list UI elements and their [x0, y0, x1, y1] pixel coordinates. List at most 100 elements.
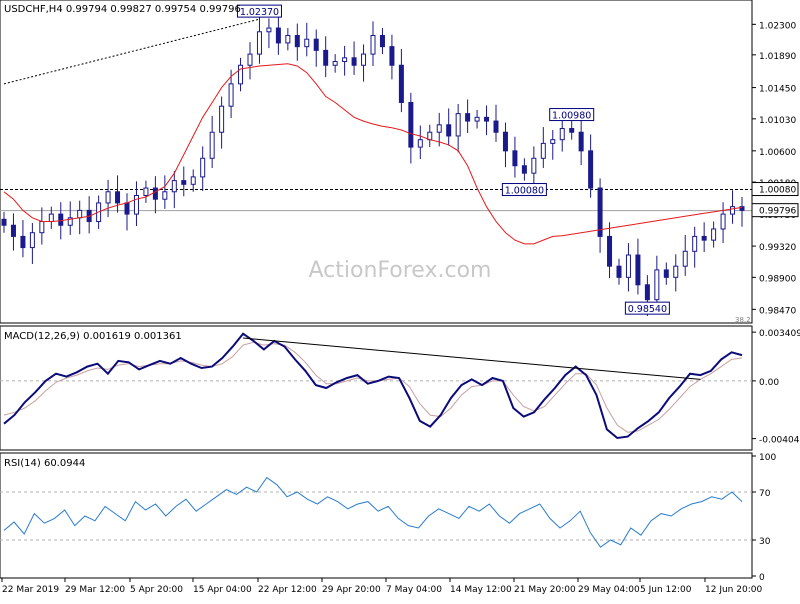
- macd-y-tick-label: 0.00: [759, 378, 779, 388]
- candle-body: [493, 120, 499, 133]
- candle-body: [77, 209, 83, 219]
- candle-body: [323, 49, 329, 66]
- candle-body: [597, 187, 603, 237]
- candle-body: [133, 194, 139, 215]
- annotation-label: 1.00080: [505, 186, 544, 197]
- macd-trend-line: [243, 337, 701, 380]
- candle-body: [1, 218, 7, 226]
- candle-body: [228, 83, 234, 107]
- rsi-y-tick-label: 0: [759, 573, 765, 583]
- candle-body: [20, 235, 26, 249]
- rsi-header: RSI(14) 60.0944: [4, 458, 85, 469]
- x-tick-label: 29 May 04:00: [578, 585, 640, 595]
- candle-body: [711, 228, 717, 241]
- annotation-box: [501, 183, 547, 197]
- price-y-tick-label: 0.98900: [759, 274, 796, 284]
- candle-body: [540, 142, 546, 159]
- candle-body: [209, 131, 215, 159]
- x-tick-label: 12 Jun 20:00: [705, 585, 762, 595]
- candle-body: [115, 191, 121, 204]
- candle-body: [436, 124, 442, 133]
- candle-body: [105, 191, 111, 204]
- candle-body: [739, 206, 745, 211]
- x-tick-label: 7 May 04:00: [386, 585, 442, 595]
- macd-signal-line: [3, 341, 743, 433]
- annotation-label: 0.98540: [628, 304, 667, 315]
- candle-body: [682, 250, 688, 267]
- candle-body: [294, 34, 300, 48]
- candle-body: [219, 105, 225, 133]
- candle-body: [256, 31, 262, 55]
- candle-body: [171, 180, 177, 193]
- macd-layer: 0.003409 0.00 -0.004043: [0, 329, 800, 446]
- candle-body: [408, 101, 414, 148]
- watermark: ActionForex.com: [309, 258, 492, 283]
- rsi-line: [3, 476, 743, 548]
- annotation-label: 1.00980: [552, 111, 591, 122]
- candle-body: [625, 254, 631, 278]
- x-tick-label: 5 Apr 20:00: [130, 585, 183, 595]
- rsi-y-tick-label: 100: [759, 453, 776, 463]
- candle-body: [247, 53, 253, 66]
- candle-body: [427, 131, 433, 141]
- rsi-panel: [0, 452, 753, 579]
- candle-body: [39, 221, 45, 234]
- macd-y-tick-label: -0.004043: [759, 436, 800, 446]
- candle-body: [616, 265, 622, 278]
- x-tick-label: 5 Jun 12:00: [640, 585, 692, 595]
- candle-body: [474, 116, 480, 122]
- candle-body: [162, 191, 168, 200]
- candle-body: [67, 217, 73, 226]
- candle-body: [569, 128, 575, 133]
- candle-body: [361, 53, 367, 66]
- candle-body: [200, 157, 206, 178]
- candle-body: [578, 131, 584, 152]
- candle-body: [531, 157, 537, 174]
- candle-body: [720, 213, 726, 230]
- candle-body: [521, 165, 527, 174]
- current-price-tag-box: [751, 203, 799, 218]
- x-tick-label: 29 Apr 20:00: [322, 585, 381, 595]
- rsi-layer: 100 70 30 0: [0, 453, 776, 583]
- candle-body: [398, 64, 404, 103]
- price-header: USDCHF,H4 0.99794 0.99827 0.99754 0.9979…: [4, 4, 241, 15]
- candle-body: [29, 232, 35, 249]
- candle-body: [663, 269, 669, 278]
- candle-body: [559, 128, 565, 141]
- macd-header: MACD(12,26,9) 0.001619 0.001361: [4, 331, 182, 342]
- candle-body: [285, 34, 291, 44]
- candle-body: [190, 176, 196, 185]
- candle-body: [124, 202, 130, 215]
- x-axis: 22 Mar 2019 29 Mar 12:00 5 Apr 20:00 15 Apr…: [1, 578, 762, 595]
- x-tick-label: 22 Apr 12:00: [258, 585, 317, 595]
- rsi-y-tick-label: 70: [759, 489, 771, 499]
- candle-body: [10, 224, 16, 237]
- candle-body: [152, 187, 158, 200]
- x-tick-label: 21 May 20:00: [514, 585, 576, 595]
- price-y-tick-label: 1.01450: [759, 85, 796, 95]
- candle-body: [446, 124, 452, 137]
- candle-body: [512, 150, 518, 167]
- annotation-box: [236, 4, 282, 18]
- candle-body: [502, 131, 508, 152]
- macd-y-tick-label: 0.003409: [759, 329, 800, 339]
- current-price-tag-label: 0.99796: [759, 207, 796, 217]
- candle-body: [455, 113, 461, 137]
- candle-body: [389, 46, 395, 66]
- x-tick-label: 22 Mar 2019: [2, 585, 59, 595]
- sma-line: [3, 63, 743, 245]
- price-layer: 1.023001.018901.014501.010301.006001.001…: [0, 4, 799, 324]
- candle-body: [607, 235, 613, 267]
- level-tag-box: [751, 182, 799, 197]
- x-tick-label: 29 Mar 12:00: [65, 585, 125, 595]
- candle-body: [701, 235, 707, 241]
- rsi-y-tick-label: 30: [759, 537, 771, 547]
- candle-body: [181, 180, 187, 185]
- annotation-label: 1.02370: [240, 7, 279, 18]
- candle-body: [673, 265, 679, 278]
- macd-line: [3, 332, 743, 440]
- candle-body: [48, 213, 54, 223]
- level-tag-label: 1.00080: [759, 186, 796, 196]
